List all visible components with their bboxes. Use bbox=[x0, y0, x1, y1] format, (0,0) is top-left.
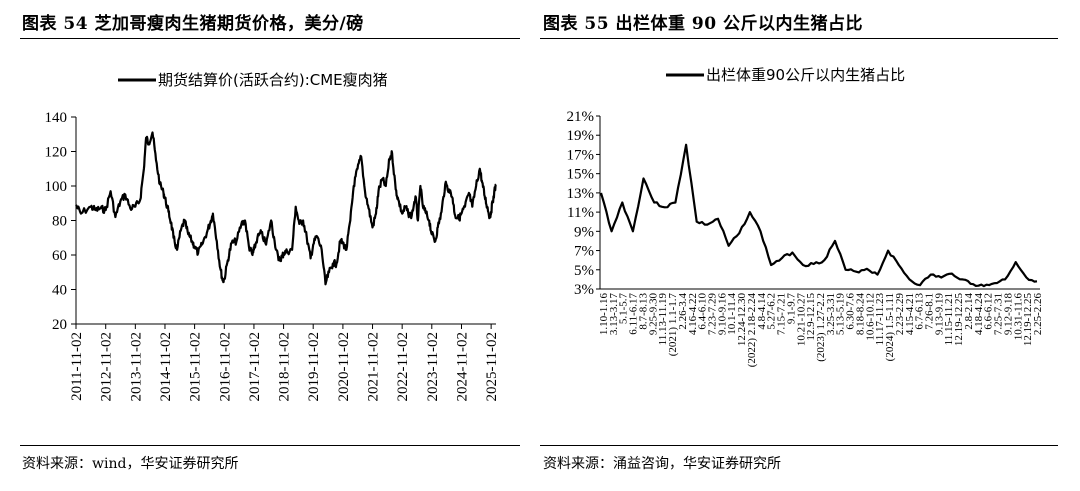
series-line-under-90kg-share bbox=[599, 143, 1038, 288]
x-tick-label: 11.15-11.21 bbox=[943, 293, 955, 345]
x-tick-label: 2019-11-02 bbox=[306, 332, 322, 401]
x-tick-label: (2024) 1.5-1.11 bbox=[884, 293, 896, 361]
y-tick-label: 60 bbox=[52, 248, 67, 264]
x-tick-label: 7.25-7.31 bbox=[993, 293, 1005, 335]
right-source-note: 资料来源：涌益咨询，华安证券研究所 bbox=[543, 456, 781, 472]
y-tick-label: 19% bbox=[567, 128, 595, 144]
y-tick-label: 3% bbox=[574, 282, 594, 298]
x-tick-label: 2014-11-02 bbox=[158, 332, 174, 401]
x-tick-label: 12.19-12.25 bbox=[953, 293, 965, 347]
y-tick-label: 20 bbox=[52, 317, 67, 333]
x-tick-label: 2.26-3.4 bbox=[677, 293, 689, 330]
x-tick-label: 2013-11-02 bbox=[128, 332, 144, 401]
x-tick-label: 2022-11-02 bbox=[395, 332, 411, 401]
x-tick-label: 2012-11-02 bbox=[99, 332, 115, 401]
x-tick-label: 2.8-2.14 bbox=[963, 293, 975, 330]
hog-weight-share-chart: 3% 5% 7% 9% 11% 13% 15% 17% 19% 21% 1.10-1.163.13-… bbox=[567, 66, 1045, 368]
left-source-rule bbox=[20, 445, 520, 446]
x-tick-label: 2.23-2.29 bbox=[894, 293, 906, 336]
right-title-rule bbox=[540, 38, 1058, 39]
panel-right: 图表 55 出栏体重 90 公斤以内生猪占比 3% 5% 7% 9% 11% 13% 15%… bbox=[540, 0, 1080, 491]
x-tick-label: 9.25-9.30 bbox=[647, 293, 659, 336]
x-tick-label: 5.1-5.7 bbox=[618, 293, 630, 325]
x-tick-label: 5.27-6.2 bbox=[766, 293, 778, 330]
x-tick-label: 10.6-10.12 bbox=[864, 293, 876, 341]
y-tick-label: 40 bbox=[52, 283, 67, 299]
x-tick-label: 2021-11-02 bbox=[366, 332, 382, 401]
x-tick-label: 12.24-12.30 bbox=[736, 293, 748, 347]
x-tick-label: 6.7-6.13 bbox=[914, 293, 926, 330]
x-tick-label: 12.9-12.15 bbox=[805, 293, 817, 341]
x-tick-label: 10.21-10.27 bbox=[795, 293, 807, 347]
y-tick-label: 9% bbox=[574, 224, 594, 240]
x-tick-label: 10.1-11.4 bbox=[726, 293, 738, 335]
y-tick-label: 21% bbox=[567, 109, 595, 125]
x-tick-label: 9.1-9.7 bbox=[785, 293, 797, 325]
x-tick-label: 4.16-4.22 bbox=[687, 293, 699, 335]
x-tick-label: 9.13-9.19 bbox=[933, 293, 945, 336]
cme-lean-hog-chart: 20 40 60 80 100 120 140 2011-11-02 2012-11-02 201… bbox=[45, 71, 501, 401]
x-tick-label: 6.6-6.12 bbox=[983, 293, 995, 330]
x-tick-label: 11.13-11.19 bbox=[657, 293, 669, 346]
x-tick-label: 3.25-3.31 bbox=[825, 293, 837, 335]
x-tick-label: 2.25-2.26 bbox=[1032, 293, 1044, 336]
right-source-rule bbox=[540, 445, 1058, 446]
x-tick-label: (2022) 2.18-2.24 bbox=[746, 293, 758, 368]
x-tick-label: 8.7-8.13 bbox=[637, 293, 649, 330]
y-tick-label: 140 bbox=[45, 110, 68, 126]
x-tick-label: 10.31-11.6 bbox=[1012, 293, 1024, 341]
y-tick-label: 15% bbox=[567, 167, 595, 183]
x-tick-label: (2021) 1.1-1.7 bbox=[667, 293, 679, 357]
x-tick-label: 4.15-4.21 bbox=[904, 293, 916, 335]
x-tick-label: 9.12-9.18 bbox=[1002, 293, 1014, 336]
x-tick-label: 2015-11-02 bbox=[188, 332, 204, 401]
legend-label: 出栏体重90公斤以内生猪占比 bbox=[706, 66, 905, 84]
x-tick-label: 2025-11-02 bbox=[484, 332, 500, 401]
x-tick-label: 4.8-4.14 bbox=[756, 293, 768, 330]
x-tick-label: 2017-11-02 bbox=[247, 332, 263, 401]
legend-label: 期货结算价(活跃合约):CME瘦肉猪 bbox=[158, 71, 388, 89]
right-figure-title: 图表 55 出栏体重 90 公斤以内生猪占比 bbox=[543, 14, 863, 34]
y-tick-label: 80 bbox=[52, 214, 67, 230]
x-tick-label: (2023) 1.27-2.2 bbox=[815, 293, 827, 362]
x-tick-label: 7.23-7.29 bbox=[707, 293, 719, 336]
x-tick-label: 8.18-8.24 bbox=[854, 293, 866, 336]
x-tick-label: 3.13-3.17 bbox=[608, 293, 620, 336]
x-tick-label: 2011-11-02 bbox=[69, 332, 85, 401]
y-tick-label: 17% bbox=[567, 147, 595, 163]
x-tick-label: 2016-11-02 bbox=[217, 332, 233, 401]
y-tick-label: 13% bbox=[567, 186, 595, 202]
x-tick-label: 5.13-5.19 bbox=[835, 293, 847, 336]
x-tick-label: 1.10-1.16 bbox=[598, 293, 610, 336]
x-tick-label: 7.26-8.1 bbox=[924, 293, 936, 330]
x-tick-label: 6.30-7.6 bbox=[845, 293, 857, 330]
x-tick-label: 2018-11-02 bbox=[277, 332, 293, 401]
panel-left: 图表 54 芝加哥瘦肉生猪期货价格，美分/磅 20 40 60 80 100 120 140… bbox=[20, 14, 520, 472]
left-figure-title: 图表 54 芝加哥瘦肉生猪期货价格，美分/磅 bbox=[22, 14, 364, 34]
y-tick-label: 120 bbox=[45, 145, 68, 161]
x-tick-label: 2023-11-02 bbox=[425, 332, 441, 401]
left-title-rule bbox=[20, 38, 520, 39]
y-tick-label: 100 bbox=[45, 179, 68, 195]
x-tick-label: 4.18-4.24 bbox=[973, 293, 985, 336]
left-source-note: 资料来源：wind，华安证券研究所 bbox=[22, 456, 239, 472]
x-tick-label: 11.17-11.23 bbox=[874, 293, 886, 346]
y-tick-label: 11% bbox=[567, 205, 594, 221]
x-tick-label: 6.4-6.10 bbox=[697, 293, 709, 330]
y-tick-label: 7% bbox=[574, 244, 594, 260]
x-tick-label: 9.10-9.16 bbox=[716, 293, 728, 336]
x-tick-label: 7.15-7.21 bbox=[776, 293, 788, 335]
x-tick-label: 12.19-12.25 bbox=[1022, 293, 1034, 347]
y-tick-label: 5% bbox=[574, 263, 594, 279]
x-tick-label: 6.11-6.17 bbox=[628, 293, 640, 335]
x-tick-label: 2020-11-02 bbox=[336, 332, 352, 401]
x-tick-label: 2024-11-02 bbox=[455, 332, 471, 401]
series-line-cme-lean-hog bbox=[75, 131, 497, 286]
